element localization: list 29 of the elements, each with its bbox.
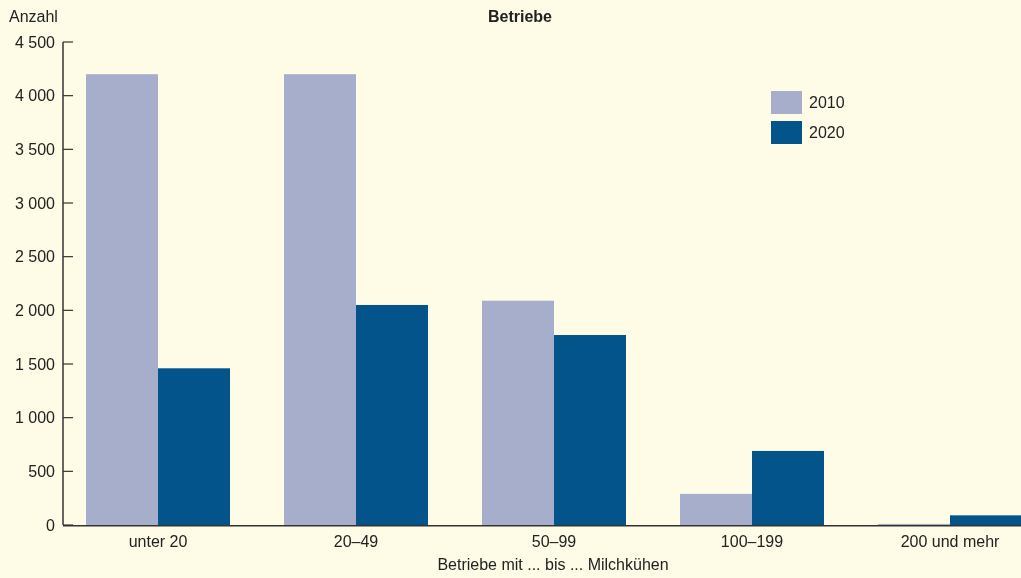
x-tick-label: 20–49 [333,533,379,550]
bar [482,300,554,525]
y-tick-label: 3 000 [14,194,56,212]
y-tick-label: 0 [46,516,56,534]
bar [680,493,752,525]
bar [554,335,626,525]
y-tick-label: 4 000 [14,87,56,105]
bar [284,74,356,525]
bar [158,368,230,525]
x-tick-label: unter 20 [128,533,188,550]
x-tick-label: 50–99 [531,533,577,550]
bar [356,304,428,525]
x-axis-title: Betriebe mit ... bis ... Milchkühen [437,556,669,573]
bar [950,515,1021,525]
x-tick-label: 100–199 [720,533,784,550]
y-tick-label: 1 500 [14,355,56,373]
y-tick-label: 3 500 [14,140,56,158]
bar [86,74,158,525]
y-tick-label: 500 [28,462,56,480]
legend-label: 2020 [809,124,845,142]
y-tick-label: 2 000 [14,301,56,319]
bar [752,450,824,525]
y-tick-label: 4 500 [14,33,56,51]
chart-title: Betriebe [487,8,553,25]
legend-label: 2010 [809,94,845,112]
y-tick-label: 2 500 [14,248,56,266]
y-tick-label: 1 000 [14,409,56,427]
y-axis-title: Anzahl [9,8,58,25]
x-tick-label: 200 und mehr [900,533,1001,550]
